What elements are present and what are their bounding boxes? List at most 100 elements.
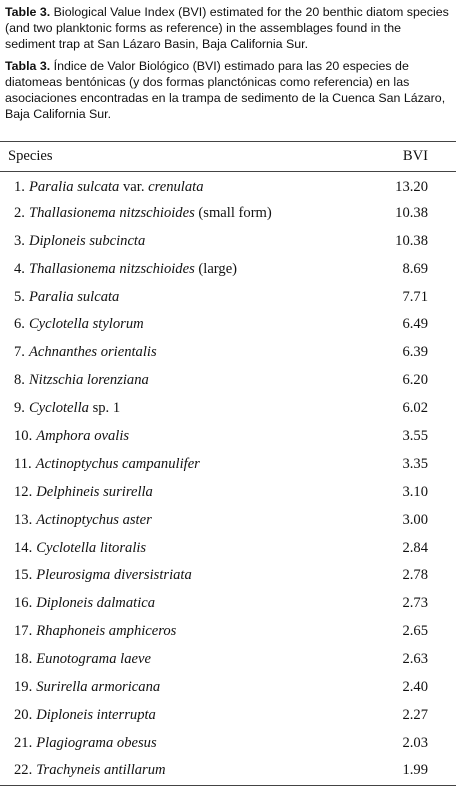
caption-label: Tabla 3. [5, 58, 51, 73]
species-cell: 9. Cyclotella sp. 1 [0, 395, 373, 423]
row-number: 21. [14, 734, 33, 751]
row-number: 3. [14, 232, 25, 249]
bvi-cell: 2.65 [402, 623, 428, 640]
row-number: 1. [14, 178, 25, 195]
header-cell: BVI [402, 148, 428, 164]
caption-spanish: Tabla 3. Índice de Valor Biológico (BVI)… [5, 58, 450, 123]
species-cell: 5. Paralia sulcata [0, 283, 373, 311]
table-row: 19. Surirella armoricana 2.40 [0, 674, 456, 702]
table-row: 7. Achnanthes orientalis 6.39 [0, 339, 456, 367]
species-name-part: Trachyneis antillarum [36, 762, 166, 779]
species-name-part: Cyclotella stylorum [28, 316, 144, 333]
species-cell: 12. Delphineis surirella [0, 478, 373, 506]
bvi-cell: 2.84 [402, 539, 428, 556]
row-number: 5. [14, 288, 25, 305]
species-name-part: Thallasionema nitzschioides [28, 260, 195, 277]
table-row: 21. Plagiograma obesus 2.03 [0, 729, 456, 757]
row-number: 17. [14, 623, 33, 640]
row-number: 20. [14, 706, 33, 723]
table-row: 9. Cyclotella sp. 1 6.02 [0, 395, 456, 423]
table-row: 22. Trachyneis antillarum 1.99 [0, 757, 456, 786]
table-row: 15. Pleurosigma diversistriata 2.78 [0, 562, 456, 590]
bvi-cell: 10.38 [395, 204, 428, 221]
table-row: 4. Thallasionema nitzschioides (large) 8.69 [0, 255, 456, 283]
species-cell: 18. Eunotograma laeve [0, 646, 373, 674]
row-number: 4. [14, 260, 25, 277]
caption-text: Biological Value Index (BVI) estimated f… [5, 5, 449, 52]
species-cell: 4. Thallasionema nitzschioides (large) [0, 255, 373, 283]
table-row: 17. Rhaphoneis amphiceros 2.65 [0, 618, 456, 646]
species-cell: 3. Diploneis subcincta [0, 227, 373, 255]
species-cell: 15. Pleurosigma diversistriata [0, 562, 373, 590]
row-number: 22. [14, 762, 33, 779]
species-cell: 19. Surirella armoricana [0, 674, 373, 702]
species-cell: 17. Rhaphoneis amphiceros [0, 618, 373, 646]
species-cell: 22. Trachyneis antillarum [0, 757, 373, 785]
table-row: 11. Actinoptychus campanulifer 3.35 [0, 450, 456, 478]
species-name-part: Plagiograma obesus [36, 734, 157, 751]
species-name-part: Actinoptychus campanulifer [35, 455, 200, 472]
bvi-cell: 6.02 [402, 400, 428, 417]
species-name-part: Thallasionema nitzschioides [28, 204, 195, 221]
caption-english: Table 3. Biological Value Index (BVI) es… [5, 0, 450, 53]
species-name-part: Paralia sulcata [28, 288, 120, 305]
species-cell: 7. Achnanthes orientalis [0, 339, 373, 367]
bvi-cell: 2.03 [402, 734, 428, 751]
caption-text: Índice de Valor Biológico (BVI) estimado… [5, 58, 446, 122]
bvi-cell: 3.00 [402, 511, 428, 528]
table-body: 1. Paralia sulcata var. crenulata 13.20 2. Tha… [0, 172, 456, 786]
bvi-cell: 13.20 [395, 178, 428, 195]
header-row: Species BVI [0, 141, 456, 172]
bvi-cell: 3.55 [402, 427, 428, 444]
table-row: 3. Diploneis subcincta 10.38 [0, 227, 456, 255]
species-name-part: Paralia sulcata [28, 178, 120, 195]
species-cell: 8. Nitzschia lorenziana [0, 367, 373, 395]
row-number: 11. [14, 455, 32, 472]
row-number: 19. [14, 678, 33, 695]
bvi-cell: 6.39 [402, 344, 428, 361]
table-row: 10. Amphora ovalis 3.55 [0, 423, 456, 451]
table-row: 13. Actinoptychus aster 3.00 [0, 506, 456, 534]
species-name-part: Achnanthes orientalis [28, 344, 157, 361]
row-number: 9. [14, 400, 25, 417]
species-cell: 10. Amphora ovalis [0, 423, 373, 451]
table-row: 1. Paralia sulcata var. crenulata 13.20 [0, 172, 456, 200]
bvi-cell: 2.63 [402, 651, 428, 668]
species-name-part: Rhaphoneis amphiceros [36, 623, 177, 640]
species-cell: 20. Diploneis interrupta [0, 701, 373, 729]
species-name-part: (small form) [198, 204, 272, 221]
row-number: 15. [14, 567, 33, 584]
row-number: 13. [14, 511, 33, 528]
species-name-part: Delphineis surirella [36, 483, 153, 500]
row-number: 18. [14, 651, 33, 668]
table-row: 16. Diploneis dalmatica 2.73 [0, 590, 456, 618]
species-name-part: Eunotograma laeve [36, 651, 151, 668]
species-name-part: Surirella armoricana [36, 678, 161, 695]
species-name-part: var. [123, 178, 145, 195]
row-number: 12. [14, 483, 33, 500]
table-row: 20. Diploneis interrupta 2.27 [0, 701, 456, 729]
row-number: 8. [14, 372, 25, 389]
table-row: 2. Thallasionema nitzschioides (small form… [0, 199, 456, 227]
species-cell: 13. Actinoptychus aster [0, 506, 373, 534]
bvi-cell: 8.69 [402, 260, 428, 277]
species-name-part: crenulata [148, 178, 204, 195]
table-row: 18. Eunotograma laeve 2.63 [0, 646, 456, 674]
species-cell: 21. Plagiograma obesus [0, 729, 373, 757]
species-cell: 11. Actinoptychus campanulifer [0, 450, 373, 478]
row-number: 7. [14, 344, 25, 361]
table-row: 12. Delphineis surirella 3.10 [0, 478, 456, 506]
species-name-part: Nitzschia lorenziana [28, 372, 149, 389]
table-row: 6. Cyclotella stylorum 6.49 [0, 311, 456, 339]
bvi-cell: 3.10 [402, 483, 428, 500]
species-name-part: Actinoptychus aster [36, 511, 152, 528]
bvi-cell: 2.73 [402, 595, 428, 612]
table-row: 5. Paralia sulcata 7.71 [0, 283, 456, 311]
header-cell: Species [8, 148, 53, 164]
bvi-cell: 7.71 [402, 288, 428, 305]
species-name-part: Diploneis dalmatica [36, 595, 156, 612]
bvi-cell: 3.35 [402, 455, 428, 472]
bvi-cell: 6.20 [402, 372, 428, 389]
caption-label: Table 3. [5, 5, 51, 19]
